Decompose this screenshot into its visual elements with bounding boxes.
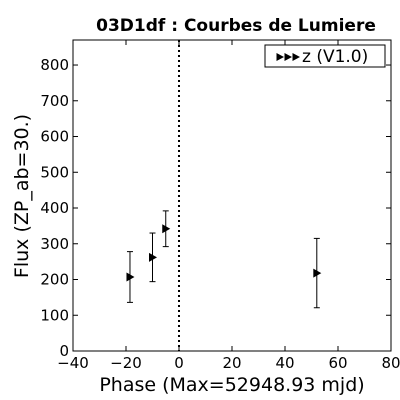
x-tick-label: 80 (381, 354, 400, 372)
x-axis-label: Phase (Max=52948.93 mjd) (99, 374, 364, 396)
y-tick-label: 0 (59, 342, 69, 360)
data-points (126, 210, 322, 309)
legend-marker (292, 53, 300, 61)
y-tick-label: 400 (40, 199, 69, 217)
chart-title: 03D1df : Courbes de Lumiere (96, 16, 376, 36)
legend-marker-group (276, 53, 300, 61)
data-point (313, 237, 322, 309)
legend-marker (284, 53, 292, 61)
plot-frame (72, 39, 392, 352)
y-tick-label: 300 (40, 235, 69, 253)
y-tick-label: 700 (40, 92, 69, 110)
x-tick-label: 60 (328, 354, 347, 372)
legend-label: z (V1.0) (302, 47, 368, 67)
data-point (149, 232, 157, 283)
triangle-marker (149, 252, 157, 262)
y-axis-label: Flux (ZP_ab=30.) (11, 114, 33, 278)
legend-marker (276, 53, 284, 61)
x-tick-label: −40 (57, 354, 89, 372)
x-tick-label: 40 (275, 354, 294, 372)
triangle-marker (313, 268, 322, 278)
data-point (126, 251, 135, 303)
y-tick-label: 100 (40, 306, 69, 324)
triangle-marker (162, 224, 171, 234)
x-tick-label: 20 (222, 354, 241, 372)
legend-box (264, 44, 386, 68)
x-axis-ticks: −40 −20 0 20 40 60 80 (57, 40, 400, 372)
y-tick-label: 500 (40, 163, 69, 181)
triangle-marker (126, 272, 135, 282)
y-tick-label: 600 (40, 128, 69, 146)
x-tick-label: 0 (174, 354, 184, 372)
y-tick-label: 200 (40, 271, 69, 289)
y-axis-ticks: 0 100 200 300 400 500 600 700 800 (40, 56, 391, 360)
data-point (162, 210, 171, 248)
y-tick-label: 800 (40, 56, 69, 74)
legend: z (V1.0) (264, 44, 386, 68)
x-tick-label: −20 (110, 354, 142, 372)
